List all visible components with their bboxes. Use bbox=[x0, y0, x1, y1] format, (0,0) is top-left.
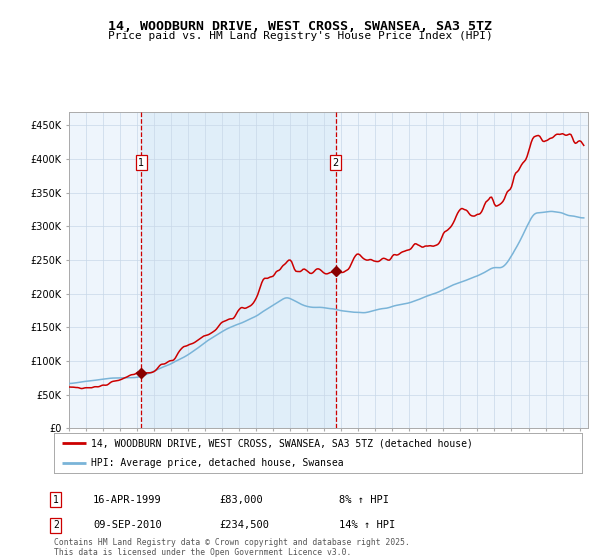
Text: HPI: Average price, detached house, Swansea: HPI: Average price, detached house, Swan… bbox=[91, 458, 344, 468]
Text: 1: 1 bbox=[138, 157, 145, 167]
Text: Price paid vs. HM Land Registry's House Price Index (HPI): Price paid vs. HM Land Registry's House … bbox=[107, 31, 493, 41]
Text: £83,000: £83,000 bbox=[219, 494, 263, 505]
Text: 14, WOODBURN DRIVE, WEST CROSS, SWANSEA, SA3 5TZ (detached house): 14, WOODBURN DRIVE, WEST CROSS, SWANSEA,… bbox=[91, 438, 473, 449]
Text: 2: 2 bbox=[53, 520, 59, 530]
Text: Contains HM Land Registry data © Crown copyright and database right 2025.
This d: Contains HM Land Registry data © Crown c… bbox=[54, 538, 410, 557]
Bar bbox=[141, 112, 335, 428]
Text: £234,500: £234,500 bbox=[219, 520, 269, 530]
Text: 1: 1 bbox=[53, 494, 59, 505]
Text: 09-SEP-2010: 09-SEP-2010 bbox=[93, 520, 162, 530]
Text: 14, WOODBURN DRIVE, WEST CROSS, SWANSEA, SA3 5TZ: 14, WOODBURN DRIVE, WEST CROSS, SWANSEA,… bbox=[108, 20, 492, 32]
Text: 2: 2 bbox=[332, 157, 339, 167]
Text: 8% ↑ HPI: 8% ↑ HPI bbox=[339, 494, 389, 505]
Text: 14% ↑ HPI: 14% ↑ HPI bbox=[339, 520, 395, 530]
Text: 16-APR-1999: 16-APR-1999 bbox=[93, 494, 162, 505]
